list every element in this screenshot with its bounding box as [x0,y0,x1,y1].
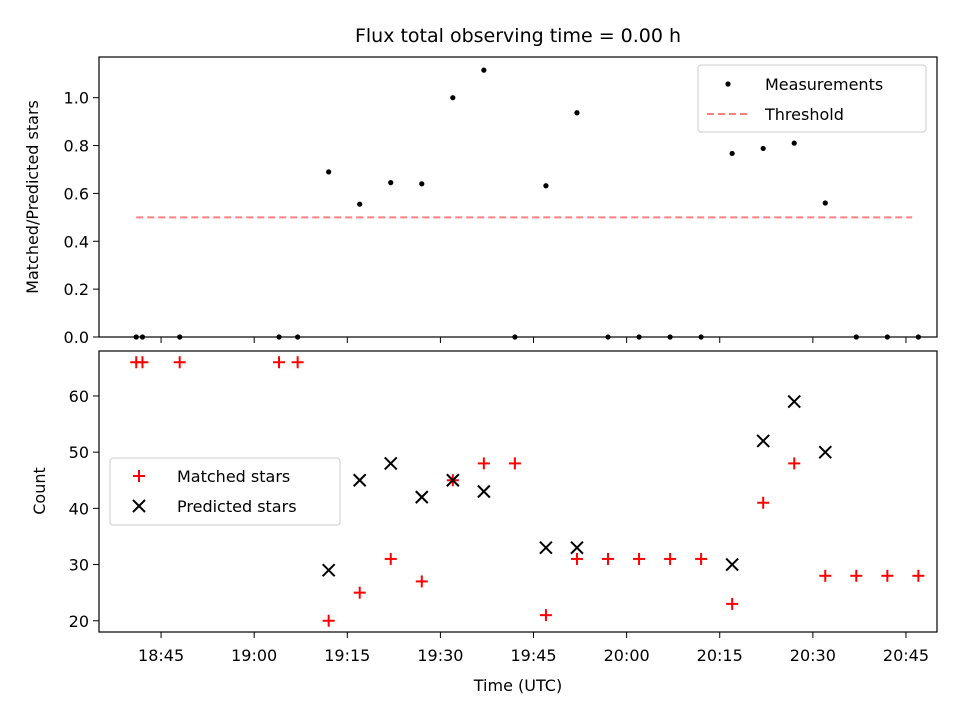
top-y-tick-label: 1.0 [64,89,89,108]
predicted-star-d2 [787,394,801,409]
matched-star-point [819,569,832,582]
bottom-legend-frame [109,457,341,526]
predicted-star-point [570,540,584,555]
bottom-plot-frame [98,350,938,633]
legend-threshold-label: Threshold [764,105,844,124]
top-y-tick-label: 0.6 [64,184,89,203]
predicted-star-d2 [818,445,832,459]
matched-star-point [291,356,304,369]
measurement-point [822,200,828,206]
top-legend-frame [697,64,927,133]
matched-star-point [173,356,186,369]
matched-star-point [788,457,801,470]
bottom-y-tick-label: 40 [69,499,89,518]
predicted-star-d2 [570,540,584,555]
matched-star-point [136,356,149,369]
legend-matched-label: Matched stars [177,467,290,486]
bottom-x-axis-label: Time (UTC) [473,676,562,695]
matched-star-point [664,552,677,565]
chart-title: Flux total observing time = 0.00 h [355,25,681,47]
bottom-y-tick-label: 20 [69,612,89,631]
legend-predicted-marker [132,499,146,513]
predicted-star-point [353,473,367,487]
bottom-plot-area: 20 30 40 50 60 18:45 19:00 19:15 19:30 19:45 20:00… [69,356,929,665]
x-tick-label: 20:45 [883,646,929,665]
matched-star-point [757,496,770,509]
predicted-star-d2 [446,473,460,487]
measurement-point [357,201,363,207]
predicted-star-d2 [321,563,336,577]
measurement-point [574,110,580,116]
matched-star-point [322,614,335,627]
top-y-tick-label: 0.4 [64,232,89,251]
bottom-y-tick-label: 50 [69,443,89,462]
bottom-y-tick-label: 60 [69,387,89,406]
x-tick-label: 19:15 [324,646,370,665]
x-tick-label: 19:00 [231,646,277,665]
predicted-star-point [787,394,801,409]
matched-star-point [912,569,925,582]
bottom-y-axis-label: Count [30,467,49,515]
legend-predicted-label: Predicted stars [177,497,297,516]
measurement-point [791,140,797,146]
top-plot-area: 0.0 0.2 0.4 0.6 0.8 1.0 [64,67,921,347]
x-tick-label: 20:00 [604,646,650,665]
matched-star-point [539,609,552,622]
measurement-point [388,180,394,186]
legend-measurements-marker [725,81,731,87]
predicted-star-d2 [353,473,367,487]
matched-star-point [570,552,583,565]
predicted-star-point [384,456,398,471]
predicted-star-point [415,490,429,504]
top-y-tick-label: 0.2 [64,280,89,299]
predicted-star-point [756,434,770,448]
matched-star-point [384,552,397,565]
predicted-star-d2 [384,456,398,471]
measurement-point [326,169,332,175]
predicted-star-d2 [477,484,491,499]
predicted-star-point [446,473,460,487]
matched-star-point [602,552,615,565]
predicted-star-d2 [539,540,553,555]
top-y-tick-label: 0.0 [64,328,89,347]
x-tick-label: 18:45 [138,646,184,665]
top-y-axis-label: Matched/Predicted stars [23,100,42,294]
x-tick-label: 20:30 [790,646,836,665]
matched-star-point [881,569,894,582]
matched-star-point [726,597,739,610]
matched-star-point [633,552,646,565]
matched-star-point [477,457,490,470]
matched-star-point [695,552,708,565]
predicted-star-point [818,445,832,459]
measurement-point [729,150,735,157]
predicted-star-point [725,557,739,572]
measurement-point [760,145,766,152]
x-tick-label: 19:45 [510,646,556,665]
top-y-tick-label: 0.8 [64,137,89,156]
predicted-star-point [321,563,336,577]
predicted-star-d2 [756,434,770,448]
matched-star-point [353,586,366,599]
predicted-star-d2 [415,490,429,504]
top-legend: Measurements Threshold [697,64,927,133]
matched-star-point [415,575,428,588]
matched-star-point [850,569,863,582]
measurement-point [481,67,487,73]
measurement-point [543,183,549,189]
measurement-point [419,181,425,187]
legend-matched-marker [133,470,145,482]
matched-star-point [273,356,286,369]
top-plot-frame [98,56,938,338]
x-tick-label: 20:15 [697,646,743,665]
bottom-y-tick-label: 30 [69,556,89,575]
bottom-legend: Matched stars Predicted stars [109,457,341,526]
predicted-star-point [477,484,491,499]
predicted-star-point [539,540,553,555]
measurement-point [450,95,456,101]
legend-measurements-label: Measurements [765,75,883,94]
x-tick-label: 19:30 [417,646,463,665]
matched-star-point [508,457,521,470]
predicted-star-d2 [725,557,739,572]
